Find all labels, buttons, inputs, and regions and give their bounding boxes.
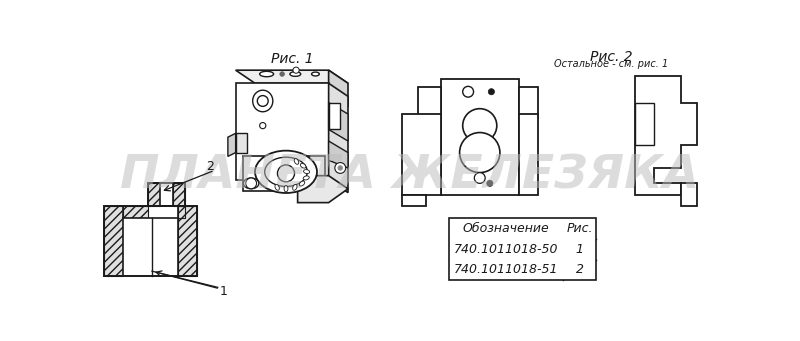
Polygon shape xyxy=(148,183,161,206)
Bar xyxy=(161,183,173,206)
Circle shape xyxy=(462,109,497,143)
Text: Рис. 2: Рис. 2 xyxy=(590,50,633,64)
Polygon shape xyxy=(228,133,236,157)
Polygon shape xyxy=(236,83,329,179)
Text: Рис.: Рис. xyxy=(566,222,593,235)
Ellipse shape xyxy=(253,90,273,112)
Circle shape xyxy=(459,133,500,173)
Circle shape xyxy=(338,166,342,170)
Ellipse shape xyxy=(265,157,307,187)
Polygon shape xyxy=(634,103,654,145)
Polygon shape xyxy=(329,83,348,193)
Text: 1: 1 xyxy=(576,243,584,256)
Polygon shape xyxy=(298,176,348,203)
Circle shape xyxy=(474,173,485,183)
Circle shape xyxy=(486,180,493,187)
Polygon shape xyxy=(418,87,441,118)
Ellipse shape xyxy=(300,163,306,168)
Ellipse shape xyxy=(311,72,319,76)
Ellipse shape xyxy=(255,151,317,193)
Polygon shape xyxy=(104,206,123,276)
Polygon shape xyxy=(402,114,441,195)
Text: Рис. 1: Рис. 1 xyxy=(271,53,314,66)
Polygon shape xyxy=(123,206,148,218)
Polygon shape xyxy=(441,79,518,195)
Circle shape xyxy=(335,163,346,173)
Ellipse shape xyxy=(260,71,274,77)
Polygon shape xyxy=(329,103,348,141)
Text: Обозначение: Обозначение xyxy=(462,222,550,235)
Polygon shape xyxy=(236,70,348,83)
Circle shape xyxy=(260,122,266,129)
Text: 740.1011018-51: 740.1011018-51 xyxy=(454,264,558,277)
Polygon shape xyxy=(173,183,186,206)
Polygon shape xyxy=(682,183,697,206)
Polygon shape xyxy=(243,157,325,191)
Text: 2: 2 xyxy=(576,264,584,277)
Ellipse shape xyxy=(290,72,301,76)
Ellipse shape xyxy=(243,178,259,189)
Circle shape xyxy=(293,67,299,73)
Text: 740.1011018-50: 740.1011018-50 xyxy=(454,243,558,256)
Ellipse shape xyxy=(284,186,288,192)
Polygon shape xyxy=(518,87,538,118)
Polygon shape xyxy=(329,70,348,106)
Ellipse shape xyxy=(303,176,310,180)
Polygon shape xyxy=(178,206,186,218)
Polygon shape xyxy=(329,141,348,168)
Polygon shape xyxy=(178,206,197,276)
Polygon shape xyxy=(402,195,426,206)
Polygon shape xyxy=(236,133,247,152)
Ellipse shape xyxy=(303,169,310,174)
Ellipse shape xyxy=(294,159,298,164)
Circle shape xyxy=(246,178,257,189)
Bar xyxy=(449,218,596,280)
Text: ПЛАНЕТА ЖЕЛЕЗЯКА: ПЛАНЕТА ЖЕЛЕЗЯКА xyxy=(120,153,700,198)
Ellipse shape xyxy=(258,95,268,106)
Text: 2: 2 xyxy=(206,160,214,173)
Ellipse shape xyxy=(299,181,305,186)
Text: 1: 1 xyxy=(220,285,228,298)
Ellipse shape xyxy=(293,184,297,190)
Ellipse shape xyxy=(275,184,279,190)
Ellipse shape xyxy=(278,165,294,182)
Polygon shape xyxy=(329,103,340,130)
Polygon shape xyxy=(634,76,697,195)
Circle shape xyxy=(462,86,474,97)
Circle shape xyxy=(280,72,285,76)
Bar xyxy=(123,218,178,276)
Polygon shape xyxy=(518,114,538,195)
Circle shape xyxy=(488,89,494,95)
Text: Остальное - см. рис. 1: Остальное - см. рис. 1 xyxy=(554,59,669,70)
